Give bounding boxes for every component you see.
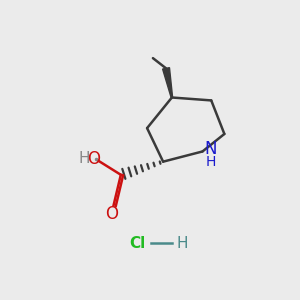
Text: H: H <box>176 236 188 251</box>
Polygon shape <box>163 68 172 98</box>
Text: Cl: Cl <box>129 236 145 251</box>
Text: H: H <box>206 155 216 169</box>
Text: O: O <box>87 150 100 168</box>
Text: N: N <box>204 140 217 158</box>
Text: H: H <box>79 151 90 166</box>
Text: O: O <box>106 205 118 223</box>
